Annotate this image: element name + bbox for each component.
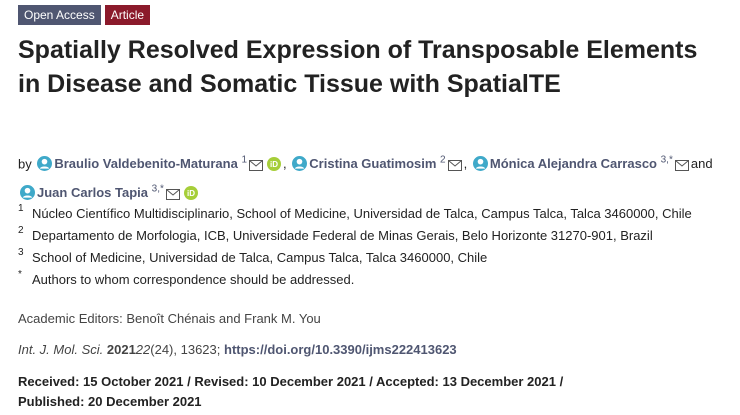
mail-icon <box>165 188 180 203</box>
affiliations: 1 Núcleo Científico Multidisciplinario, S… <box>18 203 692 291</box>
affiliation-mark: 1 <box>18 203 24 214</box>
academic-editors: Academic Editors: Benoît Chénais and Fra… <box>18 311 321 326</box>
author-name[interactable]: Juan Carlos Tapia <box>37 184 149 200</box>
date: Received: 15 October 2021 <box>18 374 184 389</box>
author-affiliation: 2 <box>440 155 446 166</box>
svg-text:iD: iD <box>187 189 195 198</box>
date-separator: / <box>187 374 191 389</box>
article-badge[interactable]: Article <box>104 5 151 25</box>
author-separator: , <box>463 156 468 172</box>
mail-icon <box>674 159 689 174</box>
affiliation: 1 Núcleo Científico Multidisciplinario, S… <box>18 203 692 225</box>
mail-icon <box>447 159 462 174</box>
volume: 22 <box>135 342 151 357</box>
journal: Int. J. Mol. Sci. <box>18 342 104 357</box>
affiliation: 2 Departamento de Morfologia, ICB, Univer… <box>18 225 692 247</box>
person-icon <box>472 156 488 174</box>
author: Braulio Valdebenito-Maturana 1 iD, <box>35 155 287 174</box>
orcid-icon: iD <box>183 185 198 203</box>
author-affiliation: 3,* <box>151 183 164 195</box>
affiliation-mark: 2 <box>18 225 24 236</box>
person-icon <box>37 156 53 174</box>
affiliation-text: Departamento de Morfologia, ICB, Univers… <box>32 228 653 243</box>
affiliation-mark: 3 <box>18 247 24 258</box>
authors: by Braulio Valdebenito-Maturana 1 iD, Cri… <box>18 150 733 207</box>
affiliation: 3 School of Medicine, Universidad de Talc… <box>18 247 692 269</box>
issue-pages: (24), 13623; <box>150 342 221 357</box>
date: Revised: 10 December 2021 <box>194 374 366 389</box>
affiliation-mark: * <box>18 269 22 280</box>
author-separator: and <box>690 156 713 172</box>
person-icon <box>292 156 308 174</box>
year: 2021 <box>106 342 136 357</box>
open-access-badge[interactable]: Open Access <box>18 5 101 25</box>
citation: Int. J. Mol. Sci. 202122(24), 13623; htt… <box>18 342 457 357</box>
date: Published: 20 December 2021 <box>18 394 202 409</box>
author-name[interactable]: Cristina Guatimosim <box>309 156 437 172</box>
authors-prefix: by <box>18 156 32 172</box>
affiliation-text: School of Medicine, Universidad de Talca… <box>32 250 488 265</box>
author: Mónica Alejandra Carrasco 3,* and <box>471 155 713 174</box>
affiliation-text: Authors to whom correspondence should be… <box>32 272 355 287</box>
author: Cristina Guatimosim 2, <box>290 155 468 174</box>
date-separator: / <box>369 374 373 389</box>
author-affiliation: 1 <box>241 155 248 166</box>
person-icon <box>20 184 35 203</box>
author-name[interactable]: Braulio Valdebenito-Maturana <box>54 156 238 172</box>
author-separator: , <box>283 156 287 172</box>
affiliation: * Authors to whom correspondence should b… <box>18 269 692 291</box>
date-separator: / <box>559 374 564 389</box>
dates: Received: 15 October 2021 / Revised: 10 … <box>18 372 588 412</box>
doi-link[interactable]: https://doi.org/10.3390/ijms222413623 <box>224 342 457 357</box>
affiliation-text: Núcleo Científico Multidisciplinario, Sc… <box>32 206 692 221</box>
article-title: Spatially Resolved Expression of Transpo… <box>18 36 698 98</box>
badges: Open Access Article <box>18 5 151 25</box>
author: Juan Carlos Tapia 3,* iD <box>18 183 200 203</box>
author-name[interactable]: Mónica Alejandra Carrasco <box>489 156 657 172</box>
mail-icon <box>249 159 264 174</box>
svg-text:iD: iD <box>270 160 278 169</box>
date: Accepted: 13 December 2021 <box>376 374 556 389</box>
author-affiliation: 3,* <box>660 155 673 166</box>
orcid-icon: iD <box>267 157 282 174</box>
